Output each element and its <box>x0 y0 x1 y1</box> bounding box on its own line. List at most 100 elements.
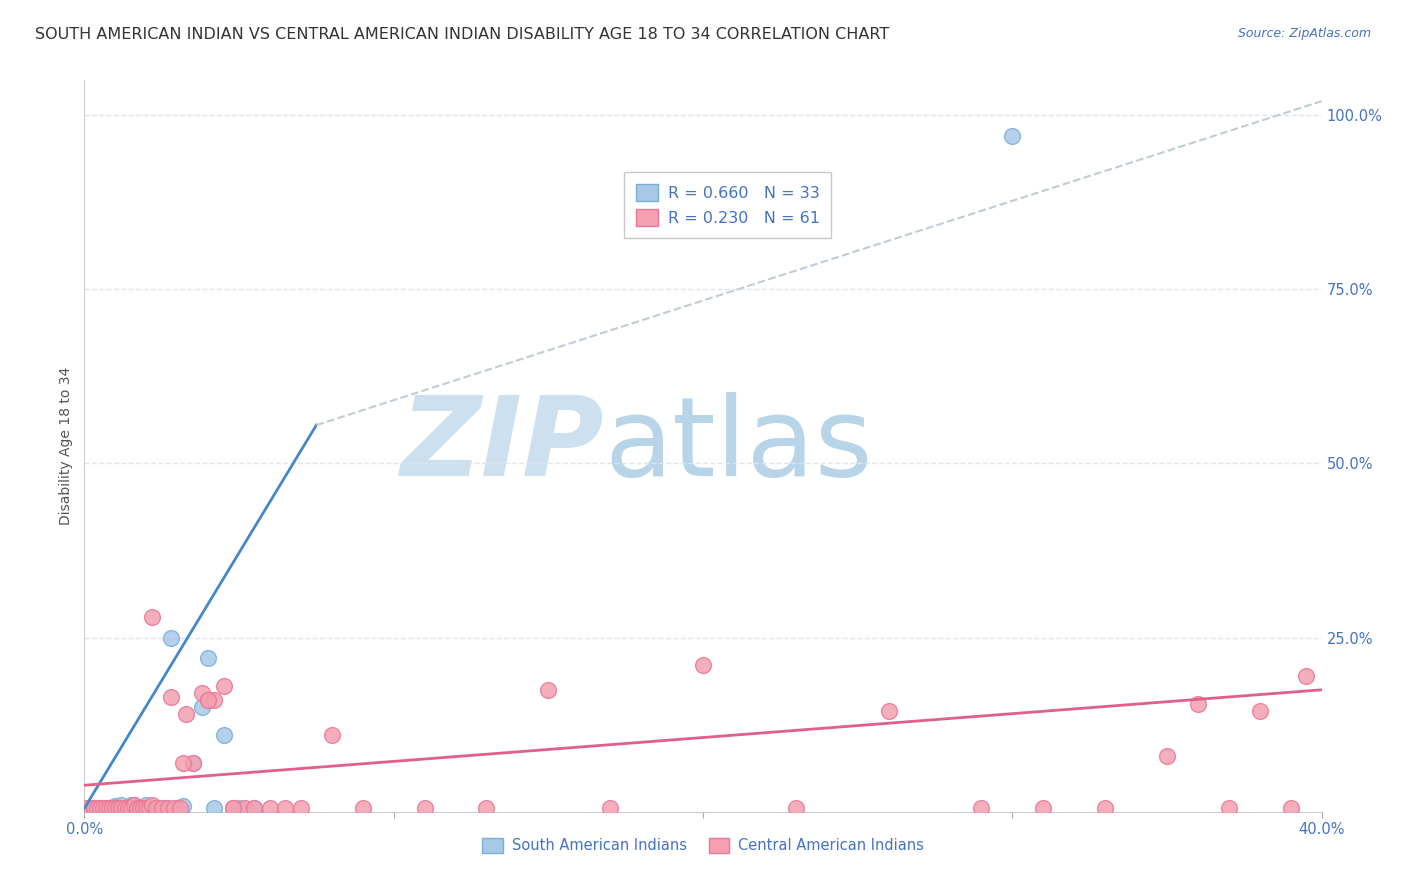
Point <box>153 801 176 815</box>
Point <box>169 801 191 815</box>
Point <box>212 728 235 742</box>
Point <box>135 797 157 812</box>
Point <box>197 693 219 707</box>
Point <box>91 801 114 815</box>
Point <box>970 801 993 815</box>
Point <box>212 679 235 693</box>
Point <box>104 799 127 814</box>
Point <box>259 801 281 815</box>
Y-axis label: Disability Age 18 to 34: Disability Age 18 to 34 <box>59 367 73 525</box>
Point <box>141 801 163 815</box>
Point <box>537 682 560 697</box>
Point <box>166 801 188 815</box>
Point <box>117 801 139 815</box>
Point <box>290 801 312 815</box>
Point <box>91 801 114 815</box>
Point <box>110 801 132 815</box>
Point <box>321 728 343 742</box>
Point <box>122 797 145 812</box>
Point <box>1001 128 1024 143</box>
Point <box>94 801 117 815</box>
Point <box>86 803 108 817</box>
Point <box>110 797 132 812</box>
Point <box>129 801 152 815</box>
Point <box>228 801 250 815</box>
Point <box>104 801 127 815</box>
Point <box>692 658 714 673</box>
Point <box>101 801 124 815</box>
Point <box>83 801 105 815</box>
Point <box>172 756 194 770</box>
Point <box>233 801 256 815</box>
Point <box>150 801 173 815</box>
Point <box>132 801 155 815</box>
Text: ZIP: ZIP <box>401 392 605 500</box>
Point <box>243 801 266 815</box>
Point <box>89 803 111 817</box>
Point <box>1279 801 1302 815</box>
Point <box>101 801 124 815</box>
Point <box>89 801 111 815</box>
Point <box>176 707 198 722</box>
Point <box>202 693 225 707</box>
Point <box>125 801 148 815</box>
Point <box>76 801 98 815</box>
Point <box>1249 704 1271 718</box>
Point <box>86 801 108 815</box>
Point <box>117 801 139 815</box>
Point <box>1218 801 1240 815</box>
Point <box>197 693 219 707</box>
Point <box>222 801 245 815</box>
Point <box>172 799 194 814</box>
Point <box>274 801 297 815</box>
Point <box>1187 697 1209 711</box>
Text: SOUTH AMERICAN INDIAN VS CENTRAL AMERICAN INDIAN DISABILITY AGE 18 TO 34 CORRELA: SOUTH AMERICAN INDIAN VS CENTRAL AMERICA… <box>35 27 890 42</box>
Point <box>181 756 204 770</box>
Point <box>114 801 136 815</box>
Point <box>125 801 148 815</box>
Point <box>135 801 157 815</box>
Point <box>145 801 167 815</box>
Legend: South American Indians, Central American Indians: South American Indians, Central American… <box>477 832 929 859</box>
Point <box>107 801 129 815</box>
Point <box>475 801 498 815</box>
Point <box>79 801 101 815</box>
Point <box>107 801 129 815</box>
Point <box>1156 749 1178 764</box>
Point <box>877 704 900 718</box>
Point <box>94 803 117 817</box>
Point <box>243 801 266 815</box>
Point <box>352 801 374 815</box>
Point <box>156 801 179 815</box>
Point <box>138 801 160 815</box>
Point <box>120 797 142 812</box>
Text: Source: ZipAtlas.com: Source: ZipAtlas.com <box>1237 27 1371 40</box>
Point <box>1032 801 1054 815</box>
Point <box>191 686 214 700</box>
Point <box>191 700 214 714</box>
Point <box>599 801 621 815</box>
Point <box>120 801 142 815</box>
Point <box>1094 801 1116 815</box>
Point <box>202 801 225 815</box>
Point <box>160 631 183 645</box>
Point <box>148 801 170 815</box>
Point <box>222 801 245 815</box>
Point <box>785 801 807 815</box>
Point <box>132 801 155 815</box>
Point <box>98 801 121 815</box>
Point <box>114 801 136 815</box>
Point <box>122 797 145 812</box>
Point <box>163 801 186 815</box>
Text: atlas: atlas <box>605 392 873 500</box>
Point <box>160 690 183 704</box>
Point <box>98 801 121 815</box>
Point <box>197 651 219 665</box>
Point <box>181 756 204 770</box>
Point <box>141 609 163 624</box>
Point <box>129 801 152 815</box>
Point <box>83 801 105 815</box>
Point <box>141 797 163 812</box>
Point <box>413 801 436 815</box>
Point <box>1295 669 1317 683</box>
